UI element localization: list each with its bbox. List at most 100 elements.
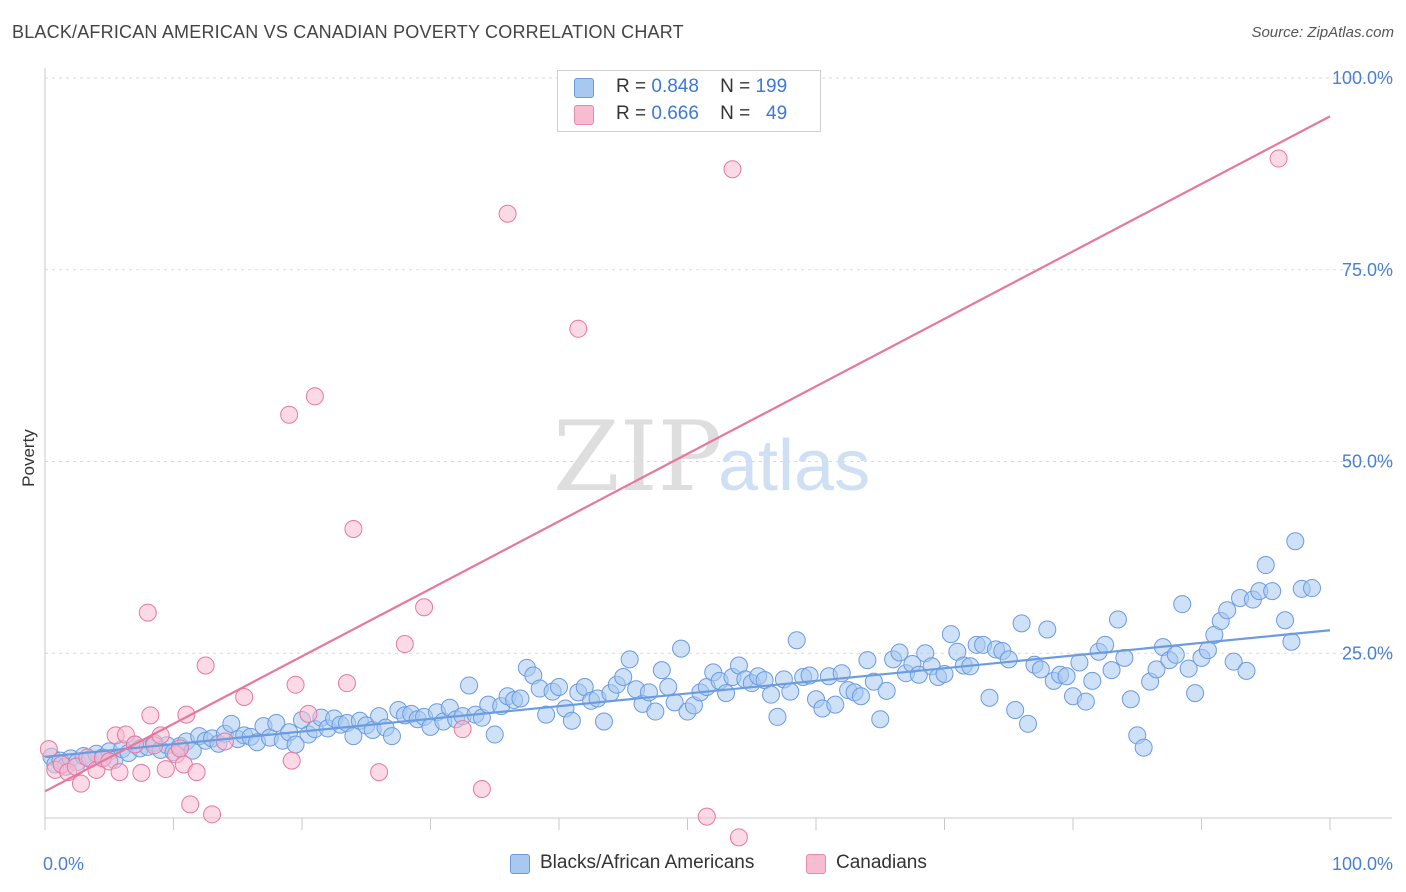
data-point	[460, 676, 479, 695]
data-point	[344, 519, 363, 538]
data-point	[550, 677, 568, 696]
x-tick-label-max: 100.0%	[1332, 854, 1393, 874]
data-point	[941, 625, 960, 644]
data-point	[864, 672, 883, 691]
data-point	[181, 795, 200, 814]
data-point	[1166, 645, 1185, 664]
data-point	[344, 727, 363, 746]
data-point	[203, 805, 222, 824]
grid-lines	[45, 77, 1392, 654]
series-canadians	[39, 72, 1288, 847]
data-point	[781, 682, 800, 701]
data-point	[851, 687, 870, 706]
data-point	[196, 656, 215, 675]
data-point	[871, 710, 890, 729]
data-point	[39, 740, 58, 759]
data-point	[395, 635, 414, 654]
data-point	[800, 666, 819, 685]
data-point	[1218, 601, 1237, 620]
data-point	[672, 639, 691, 658]
r-label: R =	[616, 76, 647, 97]
data-point	[1115, 648, 1134, 667]
data-point	[1134, 738, 1153, 757]
data-point	[594, 712, 613, 731]
data-point	[1186, 684, 1205, 703]
data-point	[562, 711, 581, 730]
data-point	[890, 643, 909, 662]
data-point	[1269, 149, 1288, 168]
data-point	[620, 650, 639, 669]
data-point	[1031, 660, 1050, 679]
blacks-swatch	[510, 854, 530, 874]
data-point	[717, 684, 736, 703]
data-point	[498, 204, 517, 223]
y-tick-label: 75.0%	[1342, 260, 1393, 280]
data-point	[299, 704, 318, 723]
r-value: 0.666	[651, 103, 699, 124]
data-point	[1038, 620, 1057, 639]
data-point	[614, 668, 633, 687]
data-point	[132, 763, 151, 782]
data-point	[697, 807, 716, 826]
data-point	[1198, 641, 1217, 660]
y-tick-label: 100.0%	[1332, 68, 1393, 88]
data-point	[659, 677, 678, 696]
data-point	[1282, 632, 1301, 651]
data-point	[1076, 692, 1095, 711]
data-point	[1276, 611, 1295, 630]
y-tick-labels: 100.0% 75.0% 50.0% 25.0%	[1332, 68, 1393, 663]
watermark-zip: ZIP	[553, 401, 722, 513]
data-point	[980, 688, 999, 707]
data-point	[1057, 667, 1076, 686]
data-point	[280, 405, 299, 424]
data-point	[569, 319, 588, 338]
n-label: N =	[720, 103, 751, 124]
data-point	[1256, 556, 1275, 575]
data-point	[723, 160, 742, 179]
data-point	[826, 695, 845, 714]
data-point	[415, 598, 434, 617]
data-point	[877, 681, 896, 700]
data-point	[286, 675, 305, 694]
data-point	[485, 725, 504, 744]
data-point	[1237, 661, 1256, 680]
data-point	[138, 603, 157, 622]
data-point	[1012, 614, 1031, 633]
y-tick-label: 25.0%	[1342, 643, 1393, 663]
n-value: 199	[755, 76, 788, 97]
data-point	[337, 674, 356, 693]
legend-label: Blacks/African Americans	[540, 852, 755, 873]
data-point	[187, 763, 206, 782]
data-point	[453, 720, 472, 739]
data-point	[762, 685, 781, 704]
data-point	[1108, 610, 1127, 629]
data-point	[1147, 660, 1166, 679]
trend-layer	[44, 115, 1331, 793]
n-label: N =	[720, 76, 751, 97]
data-point	[787, 631, 806, 650]
data-point	[511, 689, 530, 708]
stats-legend: R = 0.848 N = 199 R = 0.666 N = 49	[557, 70, 821, 132]
data-point	[646, 702, 665, 721]
trendline-canadians	[44, 115, 1331, 793]
watermark: ZIP atlas	[553, 401, 870, 513]
watermark-atlas: atlas	[718, 426, 870, 506]
data-point	[267, 714, 286, 733]
x-tick-label-min: 0.0%	[43, 854, 84, 874]
data-point	[999, 650, 1018, 669]
data-point	[1121, 690, 1140, 709]
canadians-swatch	[806, 854, 826, 874]
source-label: Source: ZipAtlas.com	[1251, 24, 1394, 41]
data-point	[305, 387, 324, 406]
data-point	[156, 760, 175, 779]
data-point	[537, 705, 556, 724]
data-point	[1173, 595, 1192, 614]
data-point	[1303, 579, 1322, 598]
data-point	[382, 727, 401, 746]
data-point	[141, 706, 160, 725]
trendline-blacks	[44, 629, 1331, 758]
data-point	[472, 780, 491, 799]
blacks-swatch	[574, 78, 594, 98]
data-point	[858, 651, 877, 670]
